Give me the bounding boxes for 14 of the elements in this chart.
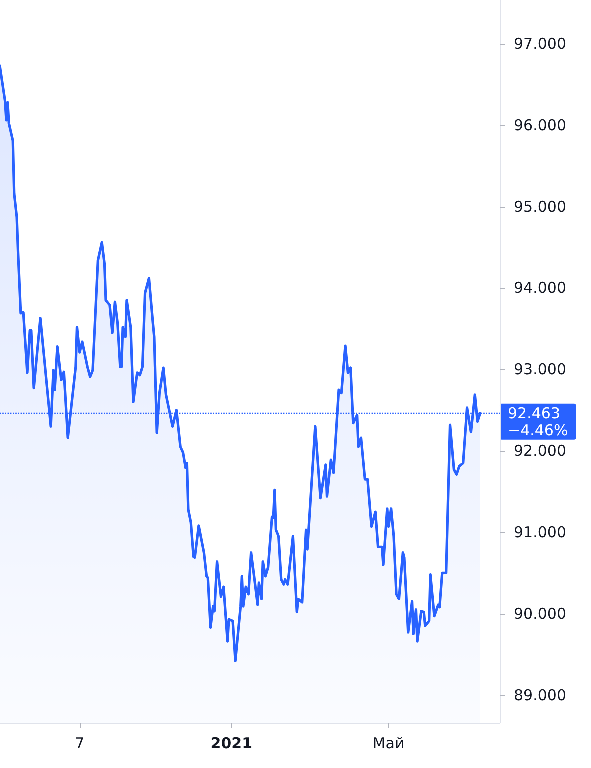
y-tick-label: 97.000 bbox=[514, 34, 566, 53]
text: −4.46% bbox=[508, 421, 568, 440]
y-tick-label: 96.000 bbox=[514, 116, 566, 134]
x-tick-label: 7 bbox=[75, 734, 85, 752]
y-tick-label: 92.000 bbox=[514, 442, 566, 460]
x-tick-label: 2021 bbox=[210, 734, 253, 752]
y-tick-label: 91.000 bbox=[514, 523, 566, 542]
y-tick-label: 95.000 bbox=[514, 198, 566, 216]
y-tick-label: 93.000 bbox=[514, 360, 566, 379]
y-tick-label: 89.000 bbox=[514, 686, 566, 704]
x-tick-label: Май bbox=[372, 734, 405, 752]
y-tick-label: 94.000 bbox=[514, 279, 566, 298]
ref-line-label: 92.463 bbox=[508, 404, 560, 422]
y-tick-label: 90.000 bbox=[514, 604, 566, 623]
